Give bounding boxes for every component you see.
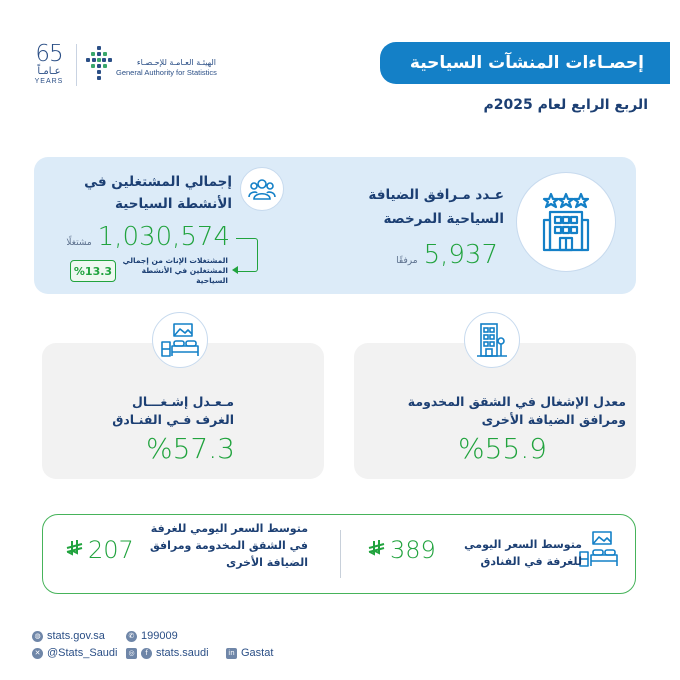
footer-twitter-text: @Stats_Saudi <box>47 647 118 659</box>
page-subtitle: الربع الرابع لعام 2025م <box>483 97 648 113</box>
org-name-arabic: الهيئـة العـامـة للإحـصـاء <box>136 58 216 67</box>
apartment-occupancy-value: %55.9 <box>458 432 547 465</box>
female-share-label: المشتغلات الإناث من إجمالي المشتغلين في … <box>116 256 230 286</box>
hotel-rate-label-line1: متوسط السعر اليومي <box>464 538 582 551</box>
riyal-symbol-icon <box>66 539 84 561</box>
instagram-icon: ◎ <box>126 647 137 659</box>
footer-linkedin-text: Gastat <box>241 647 274 659</box>
apartment-rate-label-line1: متوسط السعر اليومي للغرفة <box>150 522 308 535</box>
female-share-label-line1: المشتغلات الإناث من إجمالي <box>122 256 228 265</box>
female-share-box: %13.3 المشتغلات الإناث من إجمالي المشتغل… <box>70 256 230 286</box>
people-group-icon <box>240 167 284 211</box>
employment-count: 1,030,574 <box>97 222 230 252</box>
linkedin-icon: in <box>226 647 237 659</box>
globe-icon: ◍ <box>32 630 43 642</box>
bracket-connector <box>236 238 258 272</box>
hotel-occupancy-value: %57.3 <box>146 432 235 465</box>
hotel-rate-label: متوسط السعر اليومي للغرفة في الفنادق <box>464 536 582 570</box>
bedroom-small-icon <box>577 528 619 570</box>
hotel-occupancy-title-line1: مـعـدل إشـغـــال <box>131 394 234 409</box>
employment-title-line2: الأنشطة السياحية <box>115 196 232 212</box>
female-share-percent: %13.3 <box>70 260 116 282</box>
footer-social-text: stats.saudi <box>156 647 209 659</box>
apartment-rate-label-line3: الضيافة الأخرى <box>226 556 308 569</box>
apartment-rate-amount: 207 <box>88 536 134 564</box>
anniversary-number: 65 <box>35 41 63 67</box>
apartment-rate-label-line2: في الشقق المخدومة ومرافق <box>149 539 308 552</box>
female-share-label-line2: المشتغلين في الأنشطة السياحية <box>141 266 228 285</box>
employment-unit: مشتغلًا <box>66 238 92 248</box>
facebook-icon: f <box>141 647 152 659</box>
hotel-rate-value: 389 <box>368 536 436 564</box>
footer-linkedin[interactable]: in Gastat <box>226 647 273 659</box>
phone-icon: ✆ <box>126 630 137 642</box>
riyal-symbol-icon <box>368 539 386 561</box>
anniversary-arabic: عـامـاً <box>37 66 61 77</box>
hotel-occupancy-title: مـعـدل إشـغـــال الغرف فـي الفنـادق <box>112 393 234 429</box>
accommodation-title: عـدد مـرافق الضيافة السياحية المرخصة <box>368 183 504 231</box>
x-twitter-icon: ✕ <box>32 647 43 659</box>
anniversary-logo: 65 عـامـاً YEARS <box>28 42 70 90</box>
bedroom-icon <box>152 312 208 368</box>
accommodation-count: 5,937 <box>423 240 498 270</box>
apartment-occupancy-title-line2: ومرافق الضيافة الأخرى <box>481 412 626 427</box>
rate-divider <box>340 530 341 578</box>
employment-title-line1: إجمالي المشتغلين في <box>84 174 232 190</box>
apartment-building-icon <box>464 312 520 368</box>
logo-divider <box>76 44 77 86</box>
employment-value: 1,030,574 مشتغلًا <box>66 222 230 252</box>
footer-phone-text: 199009 <box>141 630 178 642</box>
bracket-arrow-icon <box>232 266 238 274</box>
apartment-occupancy-title: معدل الإشغال في الشقق المخدومة ومرافق ال… <box>408 393 626 429</box>
anniversary-years: YEARS <box>34 78 64 85</box>
footer-website[interactable]: ◍ stats.gov.sa <box>32 630 105 642</box>
org-name-english: General Authority for Statistics <box>116 68 217 77</box>
apartment-rate-label: متوسط السعر اليومي للغرفة في الشقق المخد… <box>150 520 308 571</box>
hotel-rate-amount: 389 <box>390 536 436 564</box>
hotel-building-icon <box>516 172 616 272</box>
accommodation-value: 5,937 مرفقًا <box>396 240 498 270</box>
footer-phone[interactable]: ✆ 199009 <box>126 630 178 642</box>
gastat-logo-icon <box>84 44 114 84</box>
accommodation-title-line1: عـدد مـرافق الضيافة <box>368 187 504 203</box>
hotel-rate-label-line2: للغرفة في الفنادق <box>480 555 582 568</box>
accommodation-title-line2: السياحية المرخصة <box>383 211 504 227</box>
footer-social[interactable]: ◎ f stats.saudi <box>126 647 209 659</box>
daily-rate-card <box>42 514 636 594</box>
hotel-occupancy-title-line2: الغرف فـي الفنـادق <box>112 412 234 427</box>
apartment-rate-value: 207 <box>66 536 134 564</box>
org-name: الهيئـة العـامـة للإحـصـاء General Autho… <box>116 58 217 78</box>
footer-website-text: stats.gov.sa <box>47 630 105 642</box>
accommodation-unit: مرفقًا <box>396 256 418 266</box>
title-banner: إحصـاءات المنشآت السياحية <box>380 42 670 84</box>
employment-title: إجمالي المشتغلين في الأنشطة السياحية <box>84 171 232 215</box>
page-title: إحصـاءات المنشآت السياحية <box>409 53 644 73</box>
apartment-occupancy-title-line1: معدل الإشغال في الشقق المخدومة <box>407 394 626 409</box>
footer-twitter[interactable]: ✕ @Stats_Saudi <box>32 647 118 659</box>
